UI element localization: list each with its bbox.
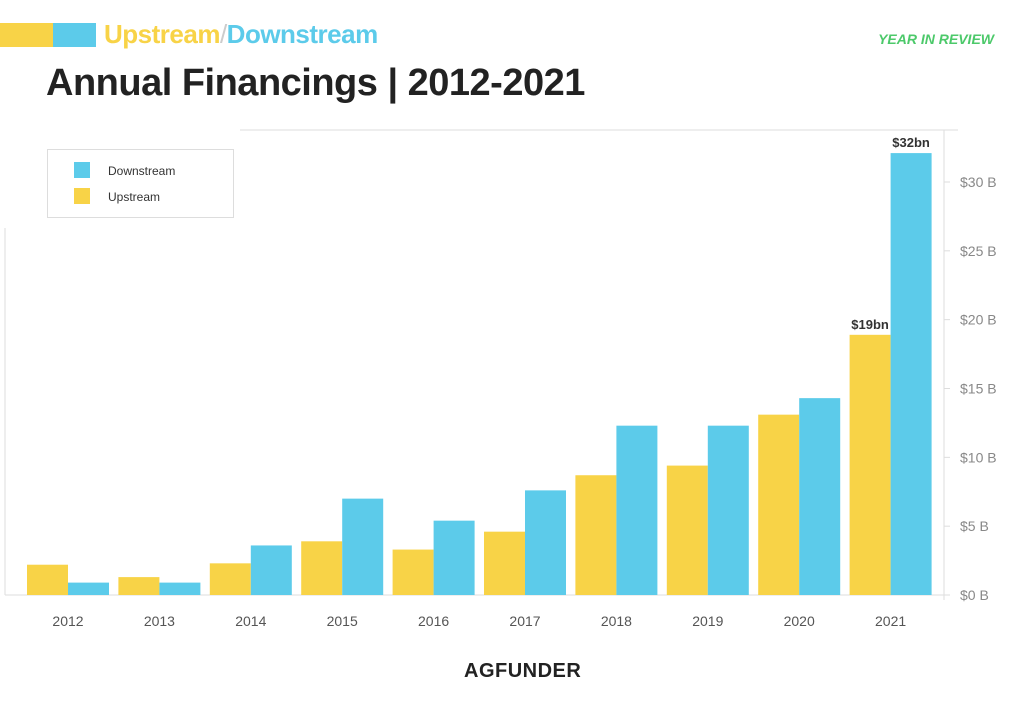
y-tick-label: $20 B (960, 312, 997, 328)
subtitle-downstream: Downstream (226, 19, 379, 49)
bar-upstream-2017 (484, 531, 525, 595)
bar-upstream-2014 (209, 563, 251, 595)
x-tick-label: 2013 (144, 613, 175, 629)
data-label: $32bn (892, 135, 930, 150)
subtitle-slash: / (219, 19, 227, 49)
bar-upstream-2013 (118, 577, 160, 595)
bar-downstream-2012 (68, 582, 109, 595)
bar-downstream-2017 (525, 490, 566, 595)
bar-downstream-2014 (250, 545, 292, 595)
x-tick-label: 2020 (784, 613, 815, 629)
bar-upstream-2021 (849, 334, 891, 595)
x-tick-label: 2012 (52, 613, 83, 629)
logo-text: AGFUNDER (464, 660, 582, 682)
y-tick-label: $0 B (960, 587, 989, 603)
bar-upstream-2015 (301, 541, 343, 595)
bar-upstream-2016 (392, 549, 434, 595)
x-tick-label: 2015 (327, 613, 358, 629)
bar-upstream-2020 (758, 414, 800, 595)
legend-swatch-downstream (74, 162, 90, 178)
chart-title: Annual Financings | 2012-2021 (46, 62, 585, 104)
y-tick-label: $25 B (960, 243, 997, 259)
x-tick-label: 2018 (601, 613, 632, 629)
legend-label: Upstream (108, 190, 160, 204)
bar-upstream-2012 (27, 564, 68, 595)
subtitle-upstream: Upstream (104, 19, 220, 49)
legend-swatch-upstream (74, 188, 90, 204)
bar-upstream-2019 (666, 465, 708, 595)
bar-downstream-2020 (799, 398, 841, 595)
agfunder-logo: AGFUNDER (464, 660, 581, 683)
bar-downstream-2019 (707, 425, 749, 595)
y-tick-label: $5 B (960, 518, 989, 534)
bar-downstream-2016 (433, 520, 475, 595)
legend (47, 149, 234, 218)
data-label: $19bn (851, 317, 889, 332)
plot-frame (4, 129, 958, 595)
year-in-review-label: YEAR IN REVIEW (878, 31, 994, 47)
x-tick-label: 2016 (418, 613, 449, 629)
y-tick-label: $15 B (960, 381, 997, 397)
bar-upstream-2018 (575, 475, 617, 595)
bar-downstream-2018 (616, 425, 658, 595)
legend-label: Downstream (108, 164, 175, 178)
y-tick-label: $10 B (960, 449, 997, 465)
downstream-color-block (53, 23, 96, 47)
x-tick-label: 2017 (509, 613, 540, 629)
x-tick-label: 2019 (692, 613, 723, 629)
upstream-color-block (0, 23, 53, 47)
bar-downstream-2015 (342, 498, 384, 595)
x-tick-label: 2014 (235, 613, 266, 629)
subtitle: Upstream/Downstream (104, 19, 378, 50)
bar-downstream-2021 (890, 153, 932, 595)
bar-downstream-2013 (159, 582, 201, 595)
x-tick-label: 2021 (875, 613, 906, 629)
y-tick-label: $30 B (960, 174, 997, 190)
